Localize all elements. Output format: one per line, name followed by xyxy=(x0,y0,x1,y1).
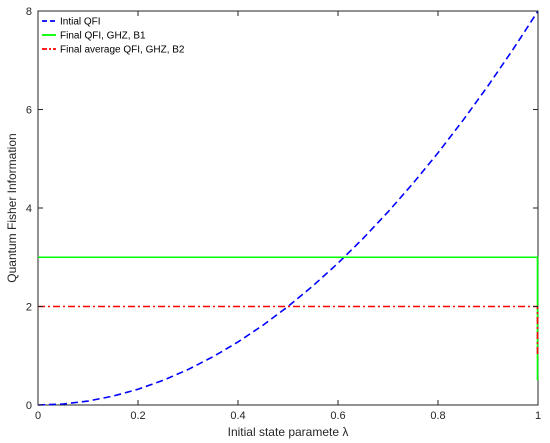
series-line-2 xyxy=(38,256,539,381)
y-tick-label: 4 xyxy=(26,203,32,215)
legend-entry-3: Final average QFI, GHZ, B2 xyxy=(60,45,185,56)
x-axis-label: Initial state paramete λ xyxy=(228,425,349,439)
x-tick-label: 0 xyxy=(35,410,41,422)
x-tick-label: 0.4 xyxy=(230,410,245,422)
x-tick-label: 0.2 xyxy=(130,410,145,422)
y-tick-label: 8 xyxy=(26,6,32,18)
axes-box xyxy=(37,10,539,406)
legend: Intial QFI Final QFI, GHZ, B1 Final averag… xyxy=(42,17,185,56)
y-tick-label: 0 xyxy=(26,400,32,412)
plot-area xyxy=(37,10,539,406)
x-tick-label: 0.8 xyxy=(430,410,445,422)
y-axis-ticks: 0 2 4 6 8 xyxy=(26,6,538,412)
y-tick-label: 2 xyxy=(26,302,32,314)
y-axis-label: Quantum Fisher Information xyxy=(5,133,19,282)
x-axis-ticks: 0 0.2 0.4 0.6 0.8 1 xyxy=(35,11,541,422)
x-tick-label: 0.6 xyxy=(330,410,345,422)
y-tick-label: 6 xyxy=(26,105,32,117)
legend-entry-1: Intial QFI xyxy=(60,17,101,28)
legend-entry-2: Final QFI, GHZ, B1 xyxy=(60,31,146,42)
x-tick-label: 1 xyxy=(535,410,541,422)
